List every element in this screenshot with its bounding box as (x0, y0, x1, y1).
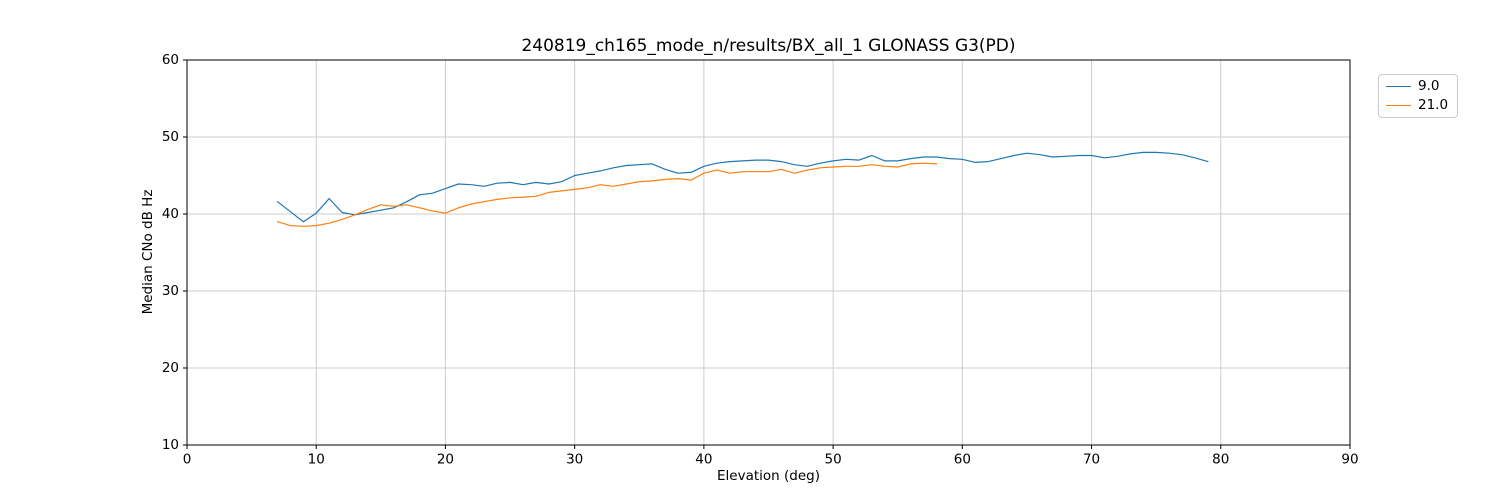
y-axis-label: Median CNo dB Hz (140, 189, 156, 315)
x-axis-label: Elevation (deg) (717, 468, 820, 484)
x-tick-label: 10 (308, 452, 325, 468)
y-tick-label: 20 (162, 360, 179, 376)
legend: 9.0 21.0 (1378, 74, 1458, 118)
legend-label: 9.0 (1418, 77, 1440, 94)
axes-box (186, 59, 1351, 446)
x-tick-label: 70 (1083, 452, 1100, 468)
x-tick-label: 80 (1212, 452, 1229, 468)
x-tick-label: 0 (183, 452, 192, 468)
legend-label: 21.0 (1418, 96, 1449, 113)
y-tick-label: 30 (162, 283, 179, 299)
series-line-0 (276, 151, 1209, 223)
chart-title: 240819_ch165_mode_n/results/BX_all_1 GLO… (521, 36, 1016, 56)
y-tick-label: 50 (162, 129, 179, 145)
series-line-1 (276, 162, 938, 227)
legend-line-sample-series-0 (1386, 86, 1411, 87)
legend-item: 9.0 (1386, 77, 1450, 94)
x-tick-label: 90 (1341, 452, 1358, 468)
legend-line-sample-series-1 (1386, 105, 1411, 106)
x-tick-label: 30 (566, 452, 583, 468)
legend-item: 21.0 (1386, 96, 1450, 113)
y-tick-label: 60 (162, 52, 179, 68)
x-tick-label: 40 (695, 452, 712, 468)
y-tick-label: 40 (162, 206, 179, 222)
x-tick-label: 60 (954, 452, 971, 468)
y-tick-label: 10 (162, 437, 179, 453)
x-tick-label: 50 (825, 452, 842, 468)
x-tick-label: 20 (437, 452, 454, 468)
